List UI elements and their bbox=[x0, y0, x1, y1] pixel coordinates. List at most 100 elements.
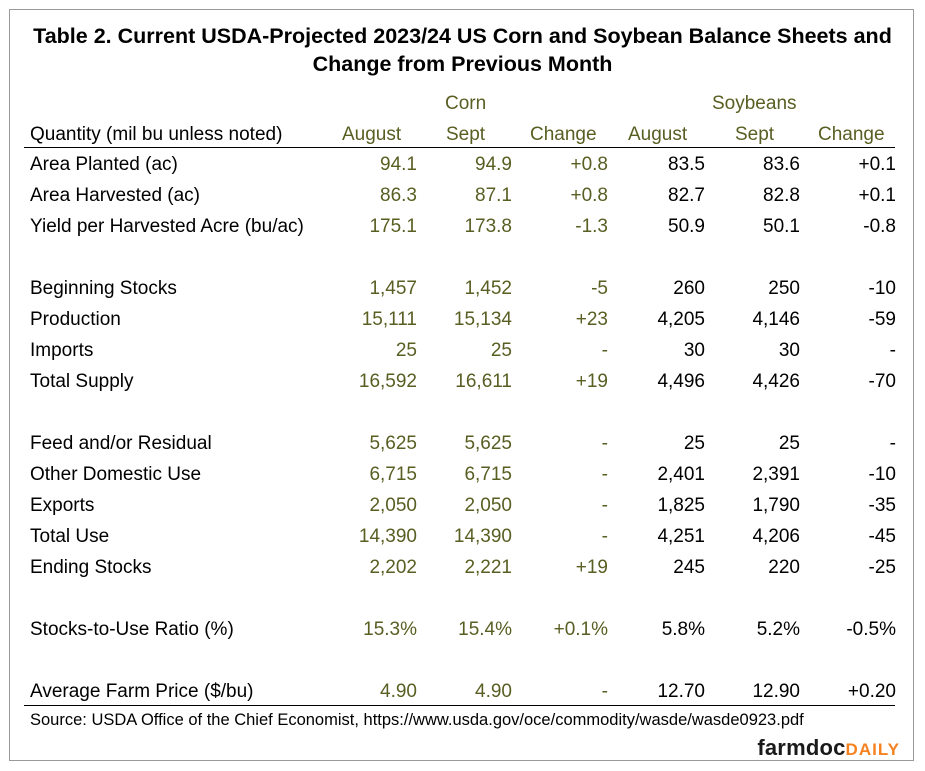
column-header-soy-change: Change bbox=[818, 124, 885, 145]
cell-soy-change: -0.5% bbox=[846, 619, 896, 640]
cell-soy-sept: 4,146 bbox=[752, 309, 800, 330]
cell-soy-change: -10 bbox=[868, 278, 896, 299]
row-label: Average Farm Price ($/bu) bbox=[30, 681, 254, 702]
cell-corn-august: 4.90 bbox=[380, 681, 417, 702]
row-label: Imports bbox=[30, 340, 94, 361]
cell-soy-august: 12.70 bbox=[657, 681, 705, 702]
row-label: Total Supply bbox=[30, 371, 134, 392]
table-row: Average Farm Price ($/bu) 4.90 4.90 - 12.70 1… bbox=[0, 679, 925, 705]
table-row: Total Supply 16,592 16,611 +19 4,496 4,426 -70 bbox=[0, 369, 925, 395]
cell-soy-sept: 2,391 bbox=[752, 464, 800, 485]
source-note: Source: USDA Office of the Chief Economi… bbox=[30, 711, 804, 729]
cell-corn-change: +0.1% bbox=[553, 619, 608, 640]
cell-corn-sept: 1,452 bbox=[464, 278, 512, 299]
cell-soy-sept: 220 bbox=[768, 557, 800, 578]
cell-soy-change: - bbox=[889, 340, 896, 361]
cell-corn-august: 16,592 bbox=[358, 371, 417, 392]
cell-soy-august: 4,251 bbox=[657, 526, 705, 547]
cell-corn-change: - bbox=[601, 433, 608, 454]
cell-soy-august: 4,205 bbox=[657, 309, 705, 330]
cell-soy-august: 2,401 bbox=[657, 464, 705, 485]
logo-part-2: DAILY bbox=[845, 740, 900, 759]
row-label: Feed and/or Residual bbox=[30, 433, 212, 454]
table-row: Area Planted (ac) 94.1 94.9 +0.8 83.5 83.6 +0.… bbox=[0, 152, 925, 178]
cell-corn-sept: 87.1 bbox=[475, 185, 512, 206]
cell-soy-august: 25 bbox=[683, 433, 705, 454]
column-header-corn-august: August bbox=[342, 124, 402, 145]
cell-corn-august: 175.1 bbox=[369, 216, 417, 237]
cell-soy-change: -0.8 bbox=[863, 216, 896, 237]
table-row: Production 15,111 15,134 +23 4,205 4,146 -59 bbox=[0, 307, 925, 333]
table-row: Ending Stocks 2,202 2,221 +19 245 220 -25 bbox=[0, 555, 925, 581]
cell-corn-august: 94.1 bbox=[380, 154, 417, 175]
cell-soy-change: - bbox=[889, 433, 896, 454]
cell-corn-change: +19 bbox=[575, 557, 608, 578]
cell-corn-sept: 2,221 bbox=[464, 557, 512, 578]
cell-corn-change: +19 bbox=[575, 371, 608, 392]
cell-corn-sept: 25 bbox=[490, 340, 512, 361]
cell-corn-sept: 4.90 bbox=[475, 681, 512, 702]
header-rule bbox=[24, 147, 895, 148]
row-label: Area Planted (ac) bbox=[30, 154, 178, 175]
cell-corn-change: +23 bbox=[575, 309, 608, 330]
cell-corn-change: - bbox=[601, 681, 608, 702]
cell-corn-sept: 15.4% bbox=[458, 619, 512, 640]
cell-soy-sept: 30 bbox=[778, 340, 800, 361]
cell-corn-sept: 173.8 bbox=[464, 216, 512, 237]
table-row: Imports 25 25 - 30 30 - bbox=[0, 338, 925, 364]
row-label: Total Use bbox=[30, 526, 110, 547]
row-label: Exports bbox=[30, 495, 95, 516]
cell-corn-change: - bbox=[601, 464, 608, 485]
cell-corn-sept: 2,050 bbox=[464, 495, 512, 516]
cell-corn-august: 2,202 bbox=[369, 557, 417, 578]
cell-corn-sept: 14,390 bbox=[453, 526, 512, 547]
cell-corn-august: 14,390 bbox=[358, 526, 417, 547]
cell-corn-august: 2,050 bbox=[369, 495, 417, 516]
cell-soy-august: 5.8% bbox=[661, 619, 705, 640]
cell-soy-sept: 25 bbox=[778, 433, 800, 454]
table-row: Area Harvested (ac) 86.3 87.1 +0.8 82.7 82.8 +… bbox=[0, 183, 925, 209]
cell-soy-change: +0.1 bbox=[858, 154, 896, 175]
cell-corn-change: - bbox=[601, 340, 608, 361]
row-label: Production bbox=[30, 309, 121, 330]
cell-soy-august: 83.5 bbox=[668, 154, 705, 175]
footer-rule bbox=[24, 705, 895, 706]
cell-soy-august: 245 bbox=[673, 557, 705, 578]
cell-soy-sept: 1,790 bbox=[752, 495, 800, 516]
cell-corn-august: 1,457 bbox=[369, 278, 417, 299]
row-label: Ending Stocks bbox=[30, 557, 152, 578]
cell-corn-august: 86.3 bbox=[380, 185, 417, 206]
logo-part-1: farmdoc bbox=[757, 735, 846, 760]
column-header-corn-sept: Sept bbox=[446, 124, 486, 145]
cell-soy-change: -70 bbox=[868, 371, 896, 392]
cell-corn-august: 6,715 bbox=[369, 464, 417, 485]
table-row: Other Domestic Use 6,715 6,715 - 2,401 2,391 -… bbox=[0, 462, 925, 488]
cell-soy-august: 4,496 bbox=[657, 371, 705, 392]
column-header-corn-change: Change bbox=[530, 124, 597, 145]
cell-soy-august: 82.7 bbox=[668, 185, 705, 206]
column-header-soy-sept: Sept bbox=[735, 124, 775, 145]
table-row: Stocks-to-Use Ratio (%) 15.3% 15.4% +0.1% 5.… bbox=[0, 617, 925, 643]
cell-corn-change: +0.8 bbox=[570, 154, 608, 175]
cell-corn-change: - bbox=[601, 495, 608, 516]
table-row: Beginning Stocks 1,457 1,452 -5 260 250 -10 bbox=[0, 276, 925, 302]
table-title: Table 2. Current USDA-Projected 2023/24 … bbox=[0, 22, 925, 78]
cell-soy-sept: 82.8 bbox=[763, 185, 800, 206]
cell-soy-sept: 12.90 bbox=[752, 681, 800, 702]
cell-soy-august: 30 bbox=[683, 340, 705, 361]
table-row: Yield per Harvested Acre (bu/ac) 175.1 173… bbox=[0, 214, 925, 240]
title-line-1: Table 2. Current USDA-Projected 2023/24 … bbox=[33, 24, 892, 48]
table-row: Exports 2,050 2,050 - 1,825 1,790 -35 bbox=[0, 493, 925, 519]
cell-corn-sept: 5,625 bbox=[464, 433, 512, 454]
cell-corn-sept: 94.9 bbox=[475, 154, 512, 175]
cell-corn-sept: 16,611 bbox=[455, 371, 512, 392]
column-header-quantity: Quantity (mil bu unless noted) bbox=[30, 124, 283, 145]
row-label: Other Domestic Use bbox=[30, 464, 202, 485]
cell-soy-change: -35 bbox=[868, 495, 896, 516]
cell-corn-august: 15,111 bbox=[361, 309, 417, 330]
cell-soy-change: -45 bbox=[868, 526, 896, 547]
cell-soy-change: -25 bbox=[868, 557, 896, 578]
cell-soy-sept: 4,206 bbox=[752, 526, 800, 547]
cell-soy-change: +0.20 bbox=[847, 681, 896, 702]
cell-soy-change: -10 bbox=[868, 464, 896, 485]
